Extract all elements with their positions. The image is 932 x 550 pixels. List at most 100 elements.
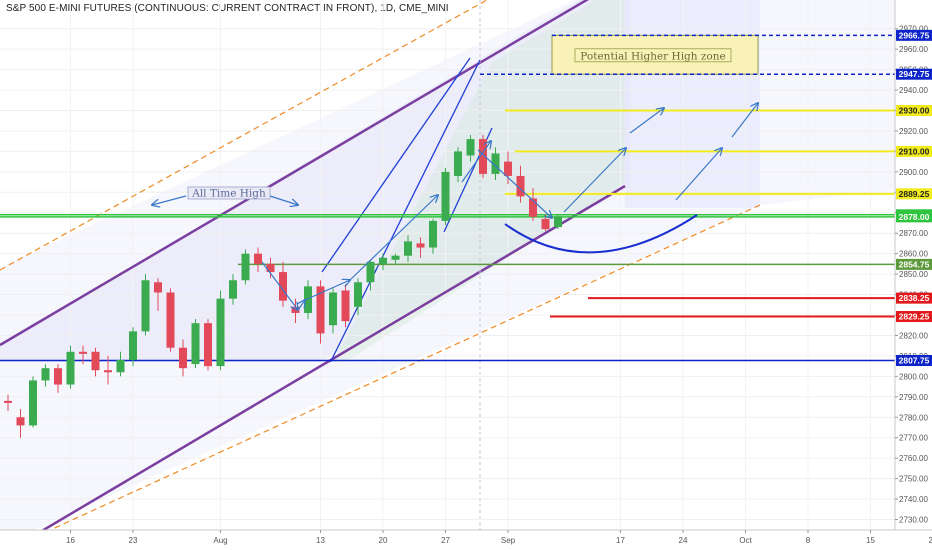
rally-line-outer — [329, 59, 481, 363]
x-tick-label: 15 — [866, 536, 875, 545]
candle-body — [216, 298, 225, 367]
price-tag-label: 2910.00 — [899, 146, 930, 156]
y-axis-bg — [895, 0, 932, 550]
candle-body — [391, 255, 400, 260]
candle-body — [304, 286, 312, 313]
price-tag — [896, 188, 932, 200]
candle-body — [404, 241, 412, 256]
higher-high-label-box — [574, 48, 732, 63]
price-tag — [896, 311, 932, 323]
candle-body — [379, 257, 387, 264]
projection-arrow — [261, 261, 298, 310]
x-tick-label: 16 — [66, 536, 75, 545]
projection-arrow — [563, 148, 626, 213]
candle-body — [16, 417, 25, 426]
grid-layer — [0, 0, 895, 530]
chart-title: S&P 500 E-MINI FUTURES (CONTINUOUS: CURR… — [6, 3, 449, 14]
price-tag — [896, 355, 932, 367]
y-tick-label: 2960.00 — [899, 45, 928, 54]
candle-body — [91, 351, 100, 371]
price-tag-label: 2947.75 — [899, 69, 930, 79]
candle-body — [241, 253, 250, 281]
y-tick-label: 2740.00 — [899, 495, 928, 504]
candle-body — [529, 198, 537, 217]
price-tag-label: 2838.25 — [899, 293, 930, 303]
candle-body — [229, 280, 237, 299]
projection-arrow — [304, 280, 350, 301]
projection-arrow — [349, 195, 438, 281]
candle-body — [254, 253, 262, 264]
y-tick-label: 2900.00 — [899, 168, 928, 177]
projection-arrow — [477, 149, 552, 218]
projection-arrow — [298, 300, 305, 311]
ath-arrow-left — [152, 195, 187, 205]
projection-arrow — [731, 103, 758, 138]
candle-body — [429, 220, 437, 248]
candle-body — [204, 323, 212, 367]
upper-dashed-channel — [0, 0, 489, 271]
x-tick-label: Sep — [501, 536, 516, 545]
y-tick-label: 2770.00 — [899, 434, 928, 443]
candle-body — [179, 347, 187, 369]
rally-line-inner — [321, 57, 471, 273]
projection-arrow — [629, 108, 664, 134]
y-tick-label: 2870.00 — [899, 229, 928, 238]
candle-body — [266, 263, 275, 273]
x-tick-label: Oct — [739, 536, 752, 545]
projection-arrow — [461, 141, 491, 183]
x-axis: 16 23 Aug 13 20 27 Sep 17 24 Oct 8 15 22 — [0, 529, 932, 550]
x-tick-label: 24 — [679, 536, 688, 545]
candle-body — [341, 290, 350, 322]
price-tag — [896, 29, 932, 41]
projection-shade — [625, 0, 760, 208]
ath-box — [187, 186, 271, 200]
price-tag — [896, 211, 932, 223]
candle-body — [66, 351, 75, 385]
candle-body — [479, 139, 487, 174]
candle-body — [4, 400, 12, 403]
candle-body — [116, 359, 125, 373]
candle-body — [441, 171, 450, 221]
candle-body — [466, 139, 475, 156]
x-tick-label: 13 — [316, 536, 325, 545]
candle-body — [554, 216, 562, 228]
candle-body — [416, 243, 425, 248]
x-tick-label: 23 — [129, 536, 138, 545]
candle-body — [504, 161, 512, 176]
candles-layer — [4, 135, 562, 438]
upper-channel-line — [0, 0, 590, 347]
x-axis-bg — [0, 530, 932, 550]
y-tick-label: 2750.00 — [899, 475, 928, 484]
y-tick-label: 2790.00 — [899, 393, 928, 402]
candle-body — [541, 218, 550, 230]
candle-body — [516, 175, 525, 197]
y-tick-label: 2860.00 — [899, 250, 928, 259]
x-tick-label: 17 — [616, 536, 625, 545]
candle-body — [329, 292, 337, 326]
y-tick-label: 2940.00 — [899, 86, 928, 95]
y-tick-label: 2970.00 — [899, 25, 928, 34]
price-tag — [896, 145, 932, 157]
price-tag — [896, 292, 932, 304]
candle-body — [29, 380, 37, 426]
x-tick-label: Aug — [213, 536, 227, 545]
arrows-layer — [152, 103, 758, 310]
y-tick-label: 2760.00 — [899, 454, 928, 463]
y-tick-label: 2780.00 — [899, 413, 928, 422]
y-tick-label: 2730.00 — [899, 516, 928, 525]
y-tick-label: 2920.00 — [899, 127, 928, 136]
candle-body — [41, 368, 50, 381]
x-tick-label: 8 — [806, 536, 811, 545]
projection-arrow — [675, 148, 722, 201]
price-tag-label: 2889.25 — [899, 189, 930, 199]
price-tag — [896, 105, 932, 116]
x-tick-label: 27 — [441, 536, 450, 545]
candle-body — [104, 370, 112, 373]
candle-body — [166, 292, 175, 348]
price-tag — [896, 68, 932, 80]
ath-label: All Time High — [191, 188, 266, 200]
rounded-bottom-curve — [504, 214, 698, 254]
price-tag-label: 2807.75 — [899, 356, 930, 366]
